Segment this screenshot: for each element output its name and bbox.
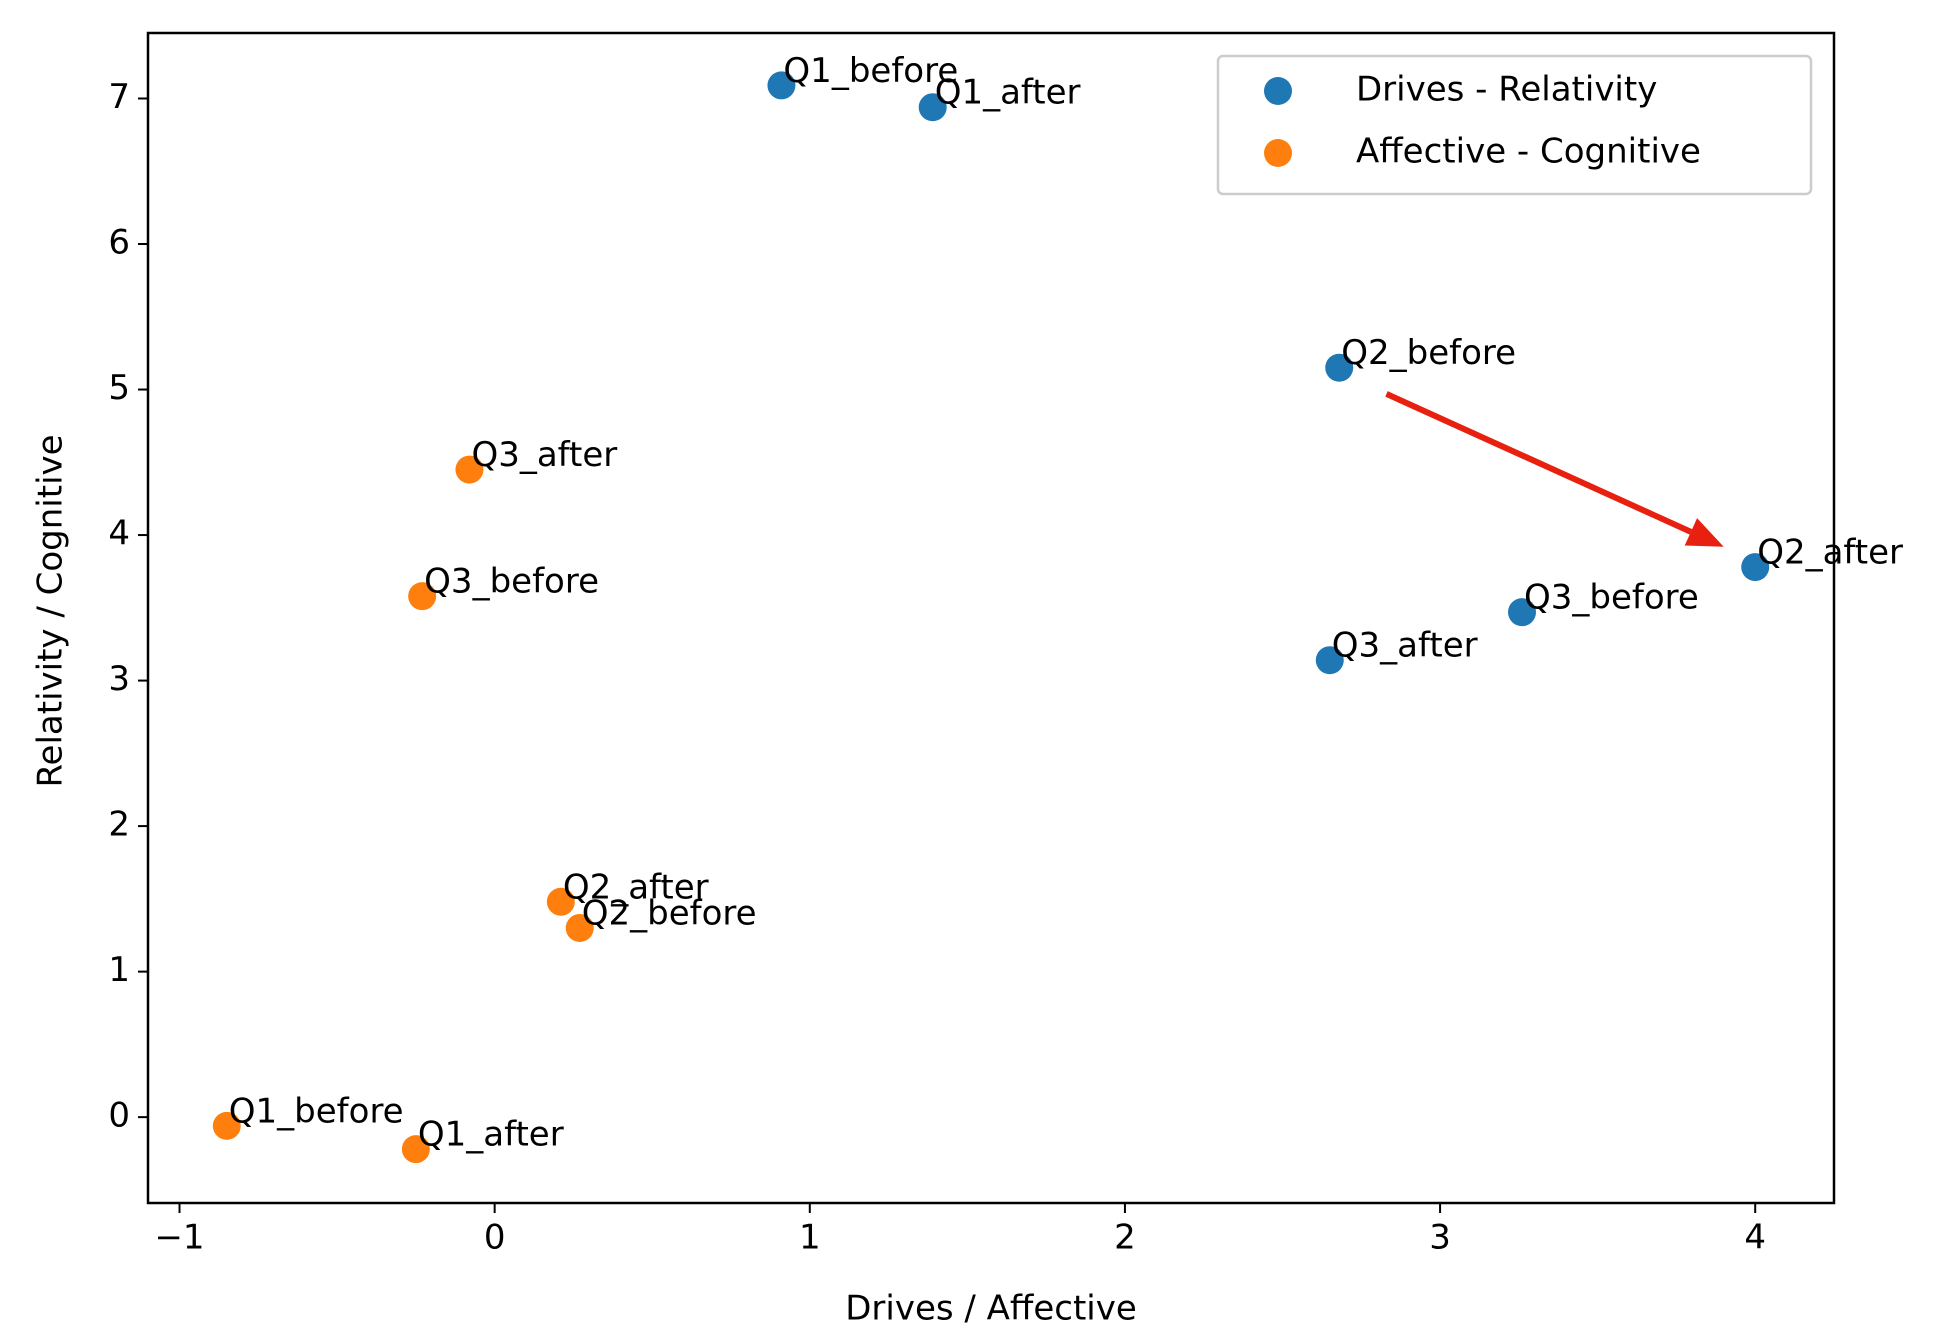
point	[1325, 353, 1354, 382]
y-tick-label: 6	[108, 223, 130, 263]
x-axis-label: Drives / Affective	[845, 1289, 1137, 1329]
x-tick-label: −1	[154, 1218, 204, 1258]
point	[1741, 553, 1770, 582]
legend-marker	[1264, 139, 1292, 167]
point	[546, 887, 575, 916]
y-tick-label: 7	[108, 77, 130, 117]
point-label: Q1_after	[418, 1115, 564, 1155]
point-label: Q2_before	[582, 893, 757, 933]
point-label: Q3_after	[1332, 626, 1478, 666]
x-tick-label: 4	[1744, 1218, 1766, 1258]
point-label: Q2_after	[1757, 533, 1903, 573]
point	[212, 1111, 241, 1140]
point	[455, 455, 484, 484]
point-label: Q3_before	[1524, 578, 1699, 618]
point	[1315, 646, 1344, 675]
point-label: Q1_before	[783, 51, 958, 91]
y-axis-label: Relativity / Cognitive	[31, 434, 71, 787]
point-label: Q1_before	[229, 1091, 404, 1131]
arrow-head	[1684, 518, 1724, 547]
point	[918, 93, 947, 122]
point	[401, 1135, 430, 1164]
y-tick-label: 0	[108, 1096, 130, 1136]
y-tick-label: 2	[108, 805, 130, 845]
point-label: Q1_after	[935, 73, 1081, 113]
point	[408, 582, 437, 611]
arrow-shaft	[1385, 391, 1693, 535]
legend-label: Drives - Relativity	[1356, 70, 1657, 110]
point	[565, 913, 594, 942]
point	[1508, 598, 1537, 627]
point-label: Q2_before	[1341, 333, 1516, 373]
legend-box	[1216, 54, 1813, 196]
x-tick-label: 0	[484, 1218, 506, 1258]
y-tick-label: 5	[108, 368, 130, 408]
y-tick-label: 4	[108, 514, 130, 554]
point-label: Q3_before	[424, 562, 599, 602]
point	[767, 71, 796, 100]
point-label: Q2_after	[563, 867, 709, 907]
legend-label: Affective - Cognitive	[1356, 132, 1701, 172]
x-tick-label: 1	[799, 1218, 821, 1258]
plot-frame	[146, 31, 1836, 1205]
x-tick-label: 2	[1114, 1218, 1136, 1258]
y-tick-label: 3	[108, 659, 130, 699]
y-tick-label: 1	[108, 950, 130, 990]
point-label: Q3_after	[471, 435, 617, 475]
legend-marker	[1264, 77, 1292, 105]
x-tick-label: 3	[1429, 1218, 1451, 1258]
